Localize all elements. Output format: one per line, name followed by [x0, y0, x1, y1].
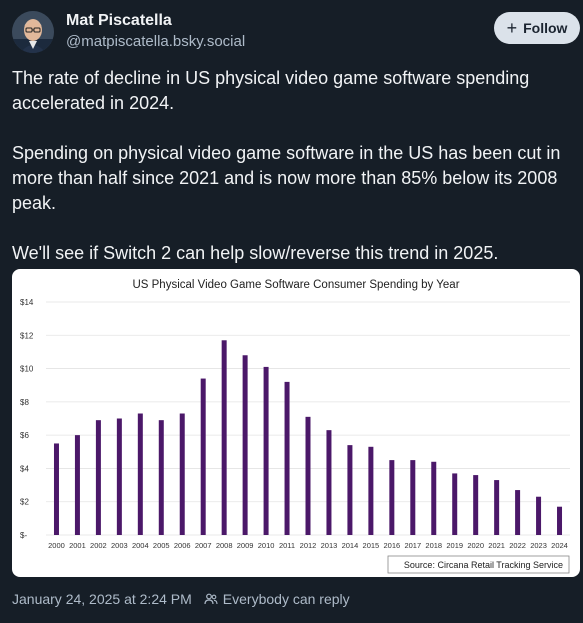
post-paragraph: Spending on physical video game software…: [12, 143, 561, 213]
bar-2005: [158, 420, 164, 535]
bar-2013: [326, 430, 332, 535]
y-tick-label: $10: [20, 365, 34, 374]
x-tick-label: 2018: [425, 541, 442, 550]
x-tick-label: 2014: [342, 541, 359, 550]
bar-2017: [410, 460, 416, 535]
bar-2016: [389, 460, 395, 535]
y-tick-label: $2: [20, 498, 29, 507]
bar-2009: [242, 355, 248, 535]
bar-2014: [347, 445, 353, 535]
reply-setting-label: Everybody can reply: [222, 591, 350, 607]
post-paragraph: The rate of decline in US physical video…: [12, 68, 530, 113]
plus-icon: +: [506, 18, 518, 38]
bar-2020: [473, 475, 479, 535]
x-tick-label: 2021: [488, 541, 505, 550]
x-tick-label: 2023: [530, 541, 547, 550]
x-tick-label: 2011: [279, 541, 295, 550]
x-tick-label: 2022: [509, 541, 526, 550]
x-tick-label: 2002: [90, 541, 107, 550]
post-text: The rate of decline in US physical video…: [12, 66, 572, 291]
source-box: [387, 555, 570, 574]
x-tick-label: 2009: [237, 541, 254, 550]
bar-2021: [494, 480, 500, 535]
bar-2011: [284, 381, 290, 535]
x-tick-label: 2013: [321, 541, 338, 550]
x-tick-label: 2007: [195, 541, 212, 550]
follow-button[interactable]: + Follow: [494, 12, 580, 44]
bar-2008: [221, 340, 227, 535]
bar-2015: [368, 446, 374, 535]
chart-title: US Physical Video Game Software Consumer…: [132, 279, 459, 291]
x-tick-label: 2024: [551, 541, 568, 550]
bar-2002: [95, 420, 101, 535]
y-tick-label: $-: [20, 531, 27, 540]
timestamp[interactable]: January 24, 2025 at 2:24 PM: [12, 591, 192, 607]
y-tick-label: $14: [20, 298, 34, 307]
x-tick-label: 2020: [467, 541, 484, 550]
bar-2024: [557, 506, 563, 535]
x-tick-label: 2012: [300, 541, 317, 550]
y-tick-label: $12: [20, 331, 34, 340]
people-icon: [204, 593, 218, 605]
bar-2018: [431, 461, 437, 535]
bar-2001: [74, 435, 80, 535]
avatar[interactable]: [12, 11, 54, 53]
avatar-image: [12, 11, 54, 53]
bar-2000: [53, 443, 59, 535]
bar-2004: [137, 413, 143, 535]
y-tick-label: $4: [20, 464, 29, 473]
x-tick-label: 2017: [404, 541, 421, 550]
y-tick-label: $8: [20, 398, 29, 407]
x-tick-label: 2004: [132, 541, 149, 550]
bar-2012: [305, 416, 311, 535]
reply-setting[interactable]: Everybody can reply: [204, 591, 350, 607]
bar-2023: [536, 496, 542, 535]
x-tick-label: 2006: [174, 541, 191, 550]
bar-2019: [452, 473, 458, 535]
bar-2003: [116, 418, 122, 535]
author-handle[interactable]: @matpiscatella.bsky.social: [66, 33, 246, 50]
post-paragraph: We'll see if Switch 2 can help slow/reve…: [12, 243, 499, 263]
x-tick-label: 2010: [258, 541, 275, 550]
x-tick-label: 2003: [111, 541, 128, 550]
x-tick-label: 2005: [153, 541, 170, 550]
x-tick-label: 2008: [216, 541, 233, 550]
x-tick-label: 2015: [363, 541, 380, 550]
post-footer: January 24, 2025 at 2:24 PM Everybody ca…: [12, 591, 350, 607]
bar-2010: [263, 366, 269, 535]
author-name[interactable]: Mat Piscatella: [66, 12, 172, 29]
x-tick-label: 2016: [383, 541, 400, 550]
follow-label: Follow: [523, 20, 568, 36]
source-note: Source: Circana Retail Tracking Service: [404, 560, 563, 570]
x-tick-label: 2001: [69, 541, 86, 550]
bar-2006: [179, 413, 185, 535]
y-tick-label: $6: [20, 431, 29, 440]
x-tick-label: 2019: [446, 541, 463, 550]
bar-2022: [515, 490, 521, 535]
x-tick-label: 2000: [48, 541, 65, 550]
chart-image[interactable]: US Physical Video Game Software Consumer…: [12, 269, 580, 577]
bar-2007: [200, 378, 206, 535]
bar-chart: US Physical Video Game Software Consumer…: [20, 279, 570, 574]
